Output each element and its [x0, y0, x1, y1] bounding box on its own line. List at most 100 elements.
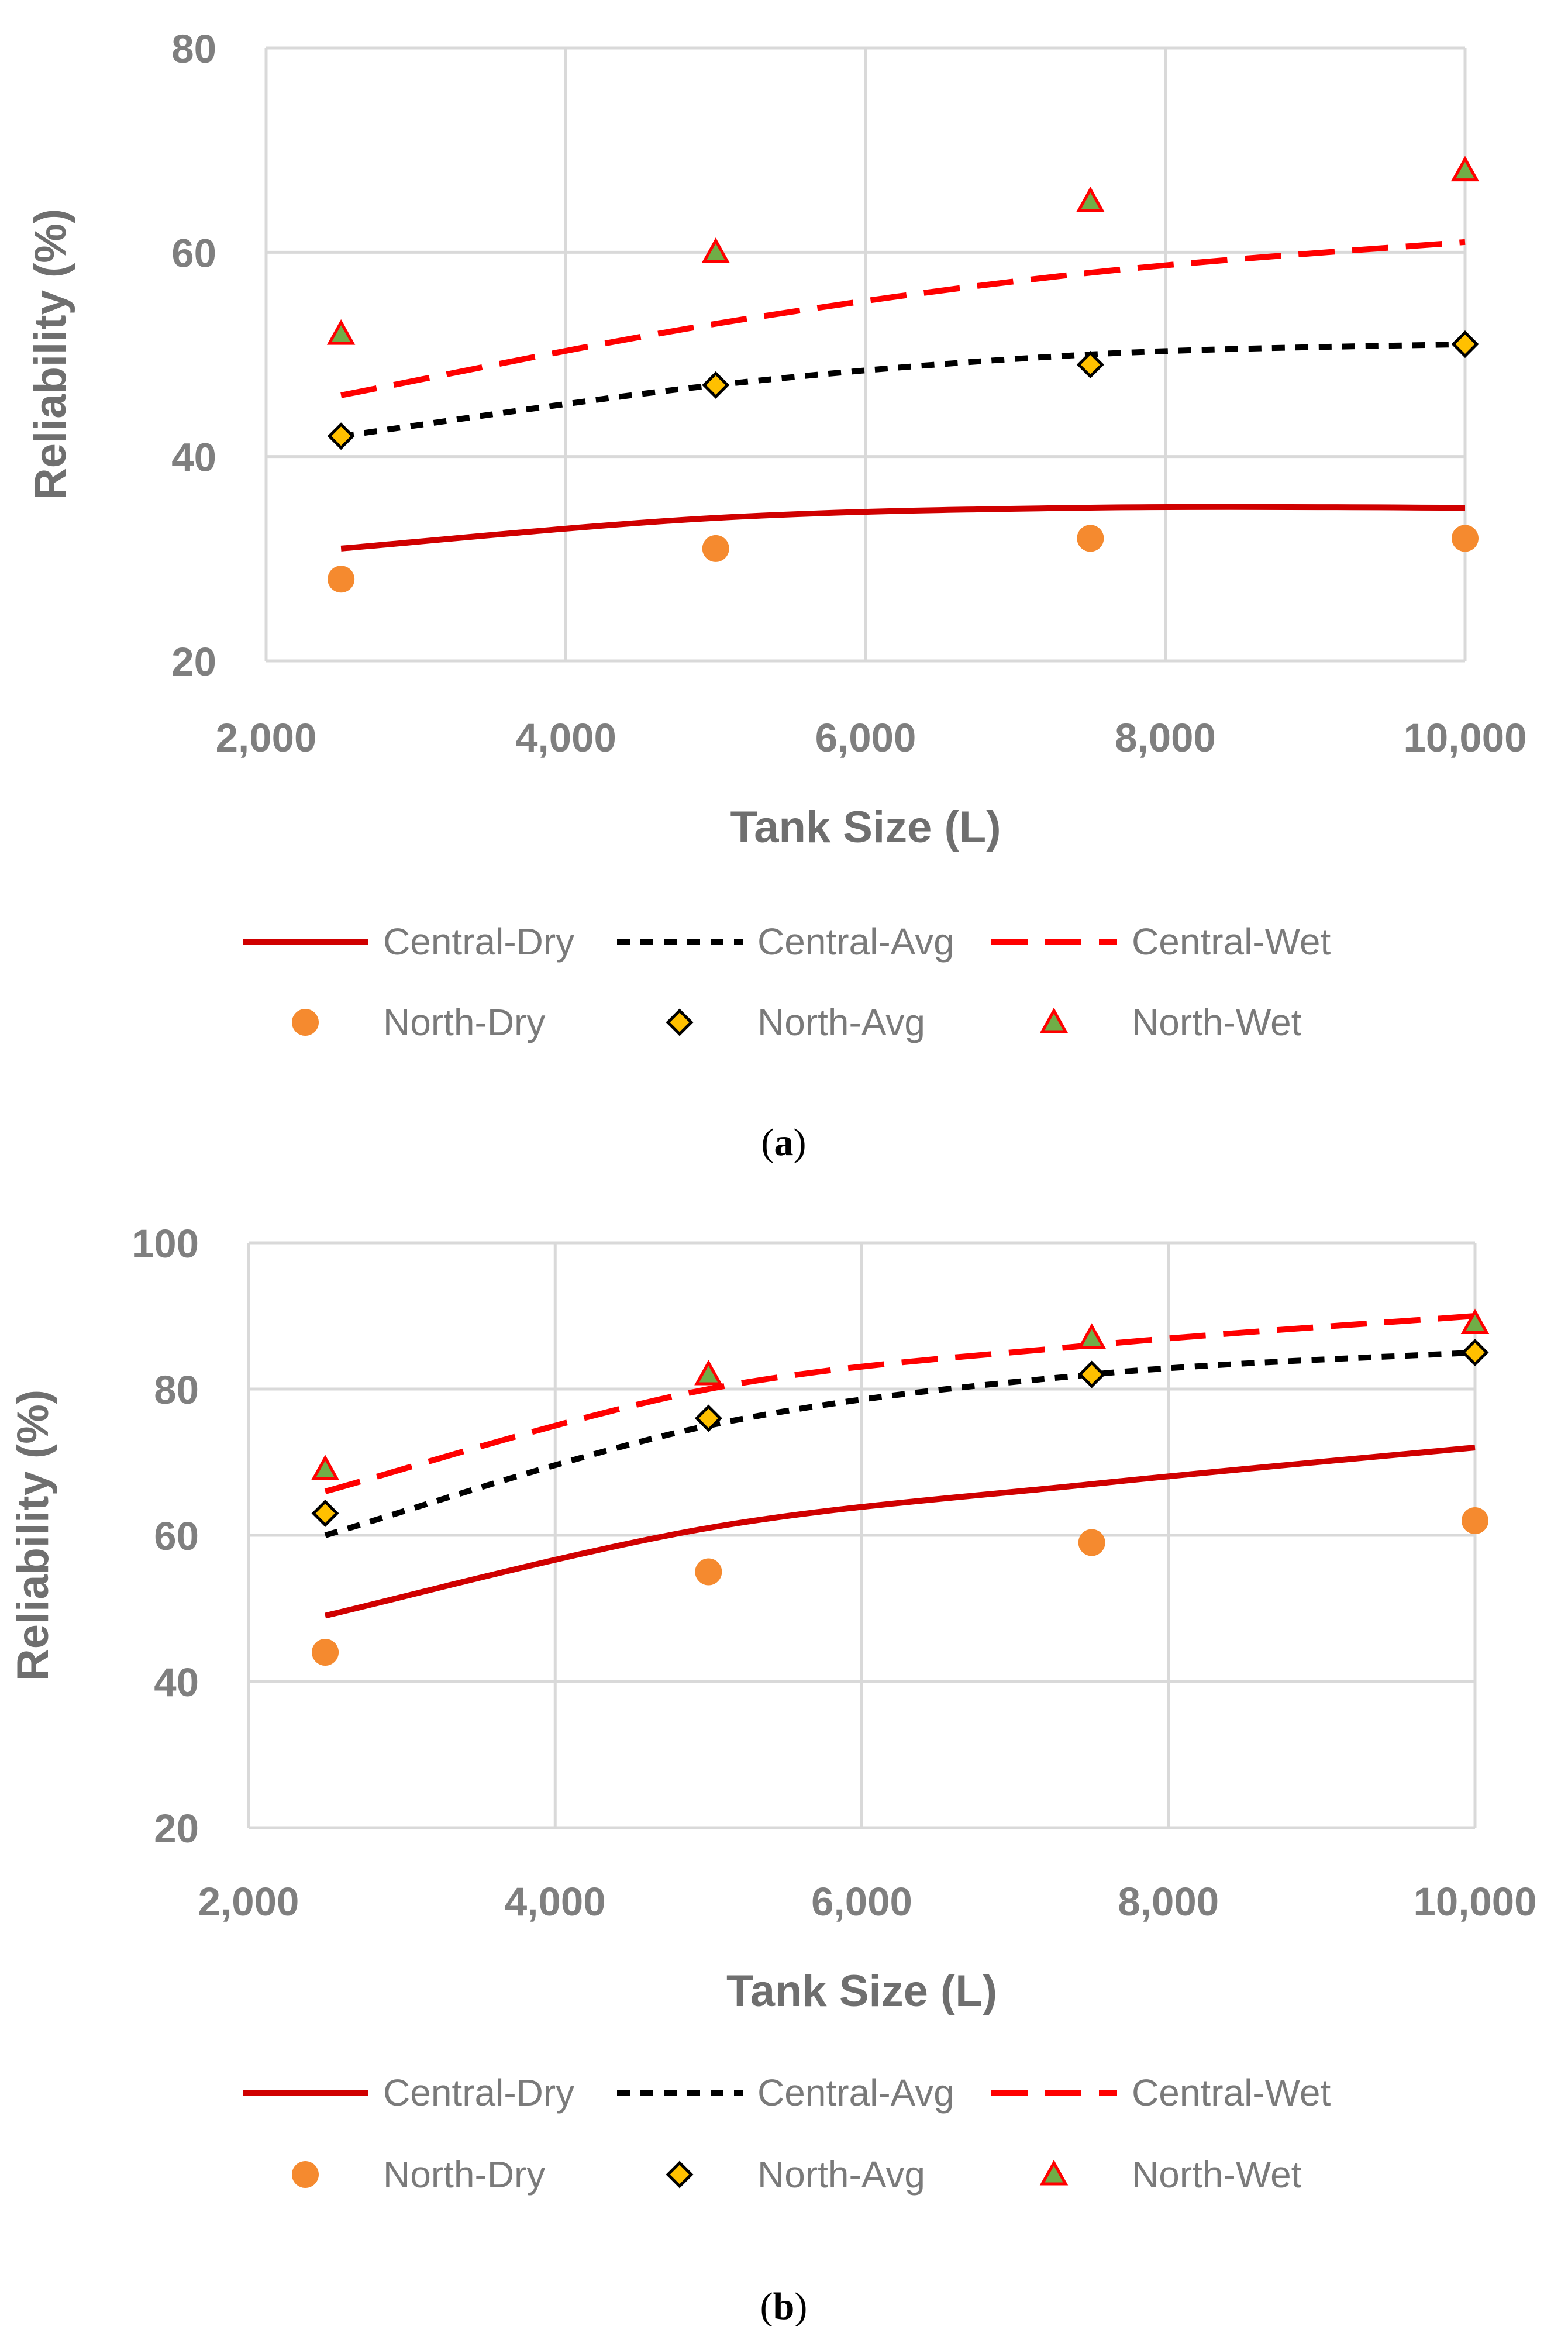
- caption-close: ): [794, 1121, 807, 1164]
- x-axis-title: Tank Size (L): [726, 1966, 997, 2016]
- legend-item-north-dry: North-Dry: [292, 2153, 545, 2196]
- y-tick-label: 80: [171, 26, 216, 71]
- data-point-north-dry: [1077, 525, 1104, 552]
- series-line-central-dry: [340, 504, 1466, 552]
- legend-item-north-dry: North-Dry: [292, 1001, 545, 1043]
- legend-item-central-dry: Central-Dry: [243, 921, 574, 963]
- legend-swatch-marker: [1039, 2159, 1069, 2186]
- data-point-north-wet: [694, 1359, 723, 1386]
- data-point-north-avg: [311, 1499, 339, 1528]
- legend-swatch-marker: [1039, 1007, 1069, 1033]
- caption-open: (: [761, 1121, 774, 1164]
- chart-panel-a: 20 40 60 80 2,000 4,000 6,000 8,000 10,000 Tank S…: [26, 26, 1526, 1164]
- data-point-north-wet: [1450, 156, 1480, 182]
- y-axis-title: Reliability (%): [8, 1390, 58, 1681]
- y-tick-label: 40: [171, 435, 216, 480]
- legend-item-central-avg: Central-Avg: [617, 2072, 954, 2114]
- series-line-central-wet: [340, 239, 1466, 398]
- data-point-north-wet: [701, 237, 730, 263]
- x-tick-label: 8,000: [1118, 1879, 1219, 1924]
- caption-open: (: [760, 2285, 773, 2326]
- data-point-north-dry: [695, 1558, 722, 1586]
- x-tick-label: 4,000: [515, 715, 616, 760]
- x-axis-title: Tank Size (L): [730, 802, 1001, 852]
- y-tick-label: 20: [171, 639, 216, 684]
- legend-label: Central-Avg: [757, 921, 954, 963]
- legend: Central-Dry Central-Avg Central-Wet North-D…: [243, 2072, 1331, 2196]
- series-central-avg: [324, 1349, 1476, 1538]
- data-point-north-avg: [327, 422, 355, 450]
- series-line-central-avg: [340, 341, 1466, 439]
- y-tick-label: 60: [171, 230, 216, 275]
- legend-item-central-avg: Central-Avg: [617, 921, 954, 963]
- legend-label: Central-Dry: [383, 921, 574, 963]
- caption-letter: b: [773, 2285, 795, 2326]
- y-tick-label: 80: [154, 1367, 199, 1412]
- data-point-north-avg: [1076, 350, 1104, 379]
- x-tick-label: 10,000: [1413, 1879, 1536, 1924]
- legend-item-north-wet: North-Wet: [1039, 2153, 1302, 2196]
- y-tick-label: 60: [154, 1514, 199, 1559]
- chart-panel-b: 20 40 60 80 100 2,000 4,000 6,000 8,000 10,000 Tan…: [8, 1221, 1536, 2326]
- series-line-central-dry: [324, 1445, 1476, 1619]
- series-central-wet: [340, 239, 1466, 398]
- legend-item-central-wet: Central-Wet: [991, 921, 1331, 963]
- data-point-north-wet: [326, 319, 356, 345]
- legend-swatch-marker: [292, 1009, 319, 1036]
- legend-label: North-Wet: [1132, 2153, 1302, 2196]
- series-central-dry: [340, 504, 1466, 552]
- series-central-dry: [324, 1445, 1476, 1619]
- panel-caption: (b): [760, 2285, 808, 2326]
- legend-label: North-Dry: [383, 2153, 545, 2196]
- legend-label: Central-Wet: [1132, 921, 1331, 963]
- data-point-north-dry: [1452, 525, 1479, 552]
- series-north-avg: [327, 330, 1479, 450]
- gridlines: [247, 1241, 1477, 1829]
- caption-close: ): [794, 2285, 807, 2326]
- legend-label: North-Wet: [1132, 1001, 1302, 1043]
- legend-label: Central-Avg: [757, 2072, 954, 2114]
- data-point-north-wet: [1460, 1308, 1490, 1334]
- series-central-wet: [324, 1313, 1476, 1494]
- panel-caption: (a): [761, 1121, 807, 1164]
- legend-item-central-wet: Central-Wet: [991, 2072, 1331, 2114]
- legend-item-north-avg: North-Avg: [666, 1001, 925, 1043]
- x-tick-label: 8,000: [1115, 715, 1216, 760]
- x-tick-label: 4,000: [505, 1879, 606, 1924]
- data-point-north-avg: [1451, 330, 1479, 359]
- series-line-central-wet: [324, 1313, 1476, 1494]
- series-north-wet: [326, 156, 1480, 345]
- series-north-dry: [328, 525, 1479, 593]
- legend-swatch-marker: [666, 2160, 694, 2189]
- x-tick-label: 2,000: [216, 715, 317, 760]
- legend-item-north-avg: North-Avg: [666, 2153, 925, 2196]
- legend-item-north-wet: North-Wet: [1039, 1001, 1302, 1043]
- data-point-north-dry: [1462, 1507, 1488, 1534]
- gridlines: [264, 46, 1467, 663]
- x-tick-label: 2,000: [198, 1879, 299, 1924]
- legend: Central-Dry Central-Avg Central-Wet North-D…: [243, 921, 1331, 1043]
- legend-swatch-marker: [292, 2161, 319, 2188]
- data-point-north-wet: [311, 1455, 340, 1480]
- data-point-north-avg: [1461, 1338, 1489, 1367]
- legend-label: Central-Dry: [383, 2072, 574, 2114]
- series-north-avg: [311, 1338, 1489, 1528]
- x-tick-label: 6,000: [811, 1879, 912, 1924]
- series-north-wet: [311, 1308, 1490, 1480]
- data-point-north-wet: [1077, 1323, 1106, 1349]
- data-point-north-dry: [328, 566, 355, 593]
- y-tick-label: 40: [154, 1660, 199, 1705]
- legend-label: Central-Wet: [1132, 2072, 1331, 2114]
- legend-label: North-Dry: [383, 1001, 545, 1043]
- legend-label: North-Avg: [757, 1001, 925, 1043]
- y-axis-title: Reliability (%): [26, 209, 75, 500]
- data-point-north-dry: [1078, 1529, 1105, 1556]
- y-tick-label: 20: [154, 1806, 199, 1851]
- data-point-north-avg: [1078, 1360, 1106, 1388]
- y-tick-label: 100: [132, 1221, 199, 1266]
- caption-letter: a: [774, 1121, 794, 1164]
- legend-label: North-Avg: [757, 2153, 925, 2196]
- series-north-dry: [312, 1507, 1488, 1666]
- x-tick-label: 10,000: [1403, 715, 1526, 760]
- data-point-north-avg: [702, 371, 730, 399]
